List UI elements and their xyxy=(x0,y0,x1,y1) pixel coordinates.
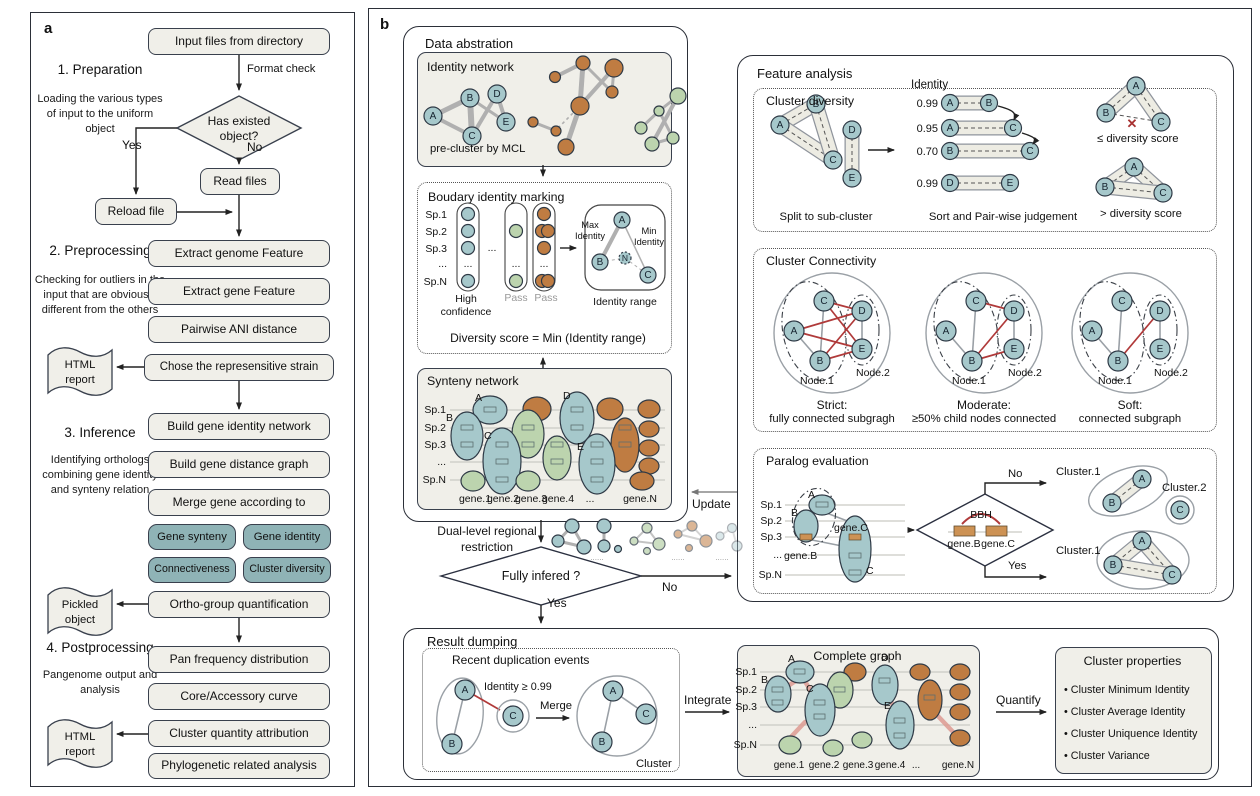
section-1-desc: Loading the various types of input to th… xyxy=(37,93,163,135)
cluster-connectivity-title: Cluster Connectivity xyxy=(766,254,877,268)
node-pan-frequency: Pan frequency distribution xyxy=(148,646,330,673)
node-gene-identity: Gene identity xyxy=(243,524,331,550)
node-has-existed: Has existed object? xyxy=(207,114,271,143)
complete-graph-box xyxy=(737,645,980,777)
node-input-files: Input files from directory xyxy=(148,28,330,55)
node-connectiveness: Connectiveness xyxy=(148,557,236,583)
property-variance: Cluster Variance xyxy=(1064,750,1209,762)
section-4-title: 4. Postprocessing xyxy=(46,640,154,655)
diamond-fully-inferred: Fully infered ? xyxy=(501,569,581,583)
flag-pickled-object: Pickled object xyxy=(61,599,99,626)
section-4-desc: Pangenome output and analysis xyxy=(42,669,158,696)
caption-strict-1: Strict: xyxy=(816,398,848,412)
panel-b-label: b xyxy=(380,16,390,33)
label-yes: Yes xyxy=(122,138,142,152)
section-3-desc: Identifying orthologs combining gene ide… xyxy=(42,454,158,496)
paralog-evaluation-title: Paralog evaluation xyxy=(766,454,869,468)
caption-sort-pairwise: Sort and Pair-wise judgement xyxy=(928,211,1078,223)
flag-html-report-2: HTML report xyxy=(64,731,96,758)
caption-soft-1: Soft: xyxy=(1117,398,1143,412)
label-cluster: Cluster xyxy=(636,758,672,770)
node-cluster-diversity: Cluster diversity xyxy=(243,557,331,583)
caption-strict-2: fully connected subgragh xyxy=(769,413,895,425)
boundary-formula: Diversity score = Min (Identity range) xyxy=(450,331,646,345)
boundary-marking-title: Boudary identity marking xyxy=(428,190,565,204)
label-integrate: Integrate xyxy=(684,693,732,707)
node-build-identity: Build gene identity network xyxy=(148,413,330,440)
data-abstraction-title: Data abstration xyxy=(425,36,514,51)
node-extract-genome: Extract genome Feature xyxy=(148,240,330,267)
node-cluster-quantity: Cluster quantity attribution xyxy=(148,720,330,747)
label-cluster2: Cluster.2 xyxy=(1162,482,1207,494)
node-build-distance: Build gene distance graph xyxy=(148,451,330,478)
label-max-identity: Max Identity xyxy=(575,220,605,242)
property-avg-identity: Cluster Average Identity xyxy=(1064,706,1209,718)
identity-network-title: Identity network xyxy=(427,60,514,74)
boundary-marking-box xyxy=(417,182,672,354)
identity-network-caption: pre-cluster by MCL xyxy=(430,143,526,155)
synteny-network-title: Synteny network xyxy=(427,374,519,388)
node-ortho-group: Ortho-group quantification xyxy=(148,591,330,618)
label-flow-yes: Yes xyxy=(547,596,567,610)
feature-analysis-box xyxy=(737,55,1234,602)
node-gene-synteny: Gene synteny xyxy=(148,524,236,550)
result-dumping-title: Result dumping xyxy=(427,634,518,649)
label-min-identity: Min Identity xyxy=(634,226,664,248)
caption-moderate-1: Moderate: xyxy=(956,398,1012,412)
label-paralog-no: No xyxy=(1008,468,1023,480)
label-no: No xyxy=(247,140,263,154)
section-2-title: 2. Preprocessing xyxy=(49,243,151,258)
cluster-connectivity-box xyxy=(753,248,1217,432)
cluster-diversity-box xyxy=(753,88,1217,232)
node-phylogenetic: Phylogenetic related analysis xyxy=(148,753,330,779)
flag-html-report-1: HTML report xyxy=(64,359,96,386)
caption-moderate-2: ≥50% child nodes connected xyxy=(911,413,1057,425)
cluster-properties-title: Cluster properties xyxy=(1083,654,1182,668)
node-pairwise-ani: Pairwise ANI distance xyxy=(148,316,330,343)
node-core-accessory: Core/Accessory curve xyxy=(148,683,330,710)
result-dumping-box xyxy=(403,628,1219,780)
synteny-network-box xyxy=(417,368,672,510)
node-reload-file: Reload file xyxy=(95,198,177,225)
label-identity-rule: Identity ≥ 0.99 xyxy=(484,681,552,693)
label-le-diversity: ≤ diversity score xyxy=(1097,133,1179,145)
recent-duplication-box xyxy=(422,648,680,772)
label-paralog-yes: Yes xyxy=(1008,560,1027,572)
cluster-diversity-title: Cluster diversity xyxy=(766,94,855,108)
property-uniq-identity: Cluster Uniquence Identity xyxy=(1064,728,1209,740)
caption-split-subcluster: Split to sub-cluster xyxy=(779,211,873,223)
label-update: Update xyxy=(692,497,731,511)
label-high-confidence: High confidence xyxy=(440,293,492,319)
property-min-identity: Cluster Minimum Identity xyxy=(1064,684,1209,696)
recent-duplication-title: Recent duplication events xyxy=(452,653,590,667)
panel-a-label: a xyxy=(44,20,53,37)
node-extract-gene: Extract gene Feature xyxy=(148,278,330,305)
label-quantify: Quantify xyxy=(996,693,1041,707)
label-format-check: Format check xyxy=(247,63,316,75)
label-cluster1-top: Cluster.1 xyxy=(1056,466,1101,478)
label-flow-no: No xyxy=(662,580,678,594)
node-merge-gene: Merge gene according to xyxy=(148,489,330,516)
node-chose-strain: Chose the represensitive strain xyxy=(144,354,334,381)
section-2-desc: Checking for outliers in the input that … xyxy=(34,274,166,316)
caption-soft-2: connected subgraph xyxy=(1078,413,1182,425)
label-merge: Merge xyxy=(540,700,573,712)
label-gt-diversity: > diversity score xyxy=(1100,208,1182,220)
section-1-title: 1. Preparation xyxy=(57,62,143,77)
section-3-title: 3. Inference xyxy=(64,425,136,440)
label-dual-level: Dual-level regional restriction xyxy=(437,524,537,554)
node-read-files: Read files xyxy=(200,168,280,195)
label-cluster1-bottom: Cluster.1 xyxy=(1056,545,1101,557)
paralog-evaluation-box xyxy=(753,448,1217,594)
complete-graph-title: Complete graph xyxy=(813,649,902,663)
data-abstraction-box xyxy=(403,26,688,522)
feature-analysis-title: Feature analysis xyxy=(757,66,853,81)
